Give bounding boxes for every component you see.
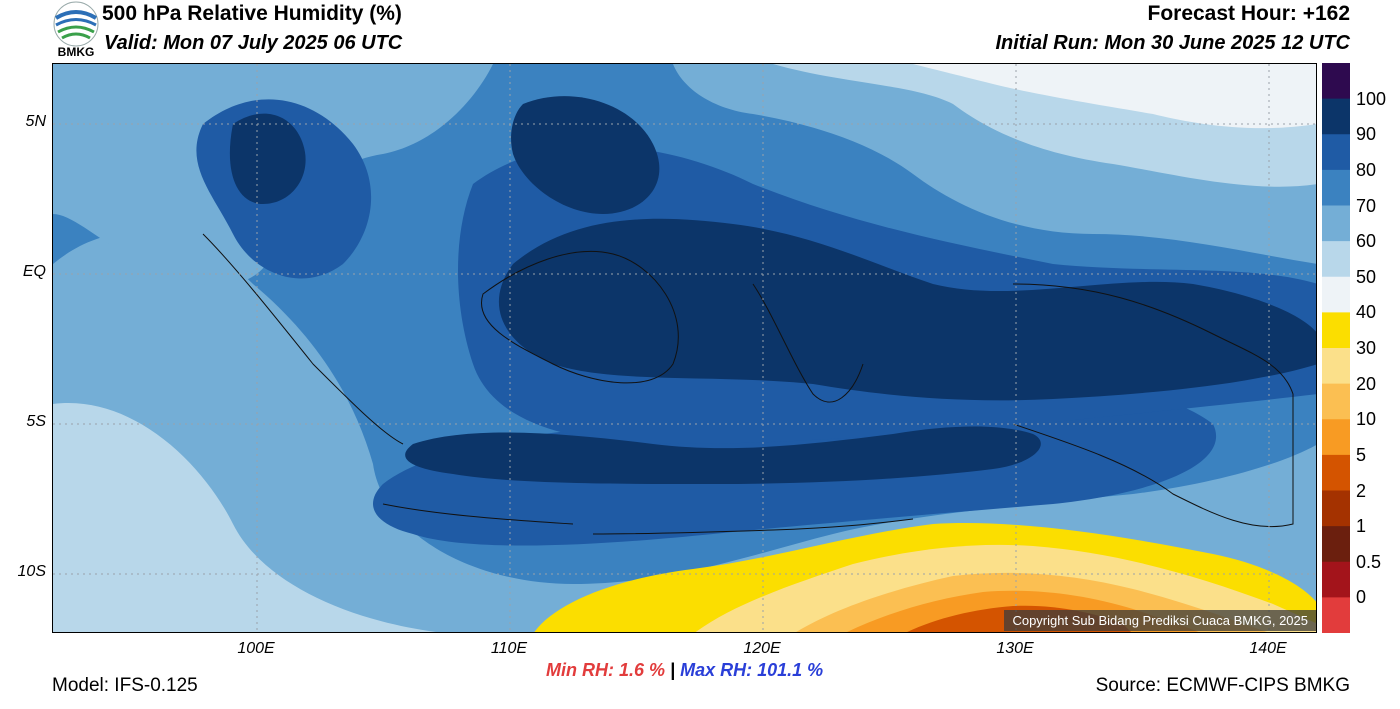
- colorbar-swatches: [1322, 63, 1350, 634]
- colorbar-label: 50: [1356, 266, 1377, 287]
- colorbar-swatch: [1322, 169, 1350, 207]
- lat-label-10s: 10S: [17, 563, 46, 580]
- humidity-field: [53, 64, 1316, 632]
- colorbar-swatch: [1322, 348, 1350, 385]
- colorbar-swatch: [1322, 276, 1350, 313]
- lon-label-120e: 120E: [743, 640, 781, 657]
- lon-label-100e: 100E: [237, 640, 275, 657]
- lat-label-5n: 5N: [25, 113, 46, 130]
- colorbar-label: 90: [1356, 124, 1377, 145]
- colorbar-label: 40: [1356, 302, 1377, 323]
- source-info: Source: ECMWF-CIPS BMKG: [1095, 675, 1350, 696]
- lon-label-140e: 140E: [1249, 640, 1287, 657]
- initial-run: Initial Run: Mon 30 June 2025 12 UTC: [995, 32, 1350, 54]
- lat-label-eq: EQ: [22, 263, 46, 280]
- lat-label-5s: 5S: [26, 413, 46, 430]
- colorbar-label: 100: [1356, 88, 1387, 109]
- colorbar-swatch: [1322, 419, 1350, 456]
- colorbar-swatch: [1322, 134, 1350, 171]
- colorbar: [1322, 63, 1350, 634]
- lon-label-110e: 110E: [490, 640, 528, 657]
- colorbar-label: 20: [1356, 373, 1377, 394]
- colorbar-swatch: [1322, 597, 1350, 634]
- colorbar-label: 1: [1356, 516, 1367, 537]
- colorbar-swatch: [1322, 241, 1350, 278]
- lon-label-130e: 130E: [996, 640, 1034, 657]
- colorbar-swatch: [1322, 205, 1350, 242]
- colorbar-swatch: [1322, 561, 1350, 598]
- colorbar-label: 80: [1356, 159, 1377, 180]
- model-info: Model: IFS-0.125: [52, 675, 198, 696]
- bmkg-logo: BMKG: [52, 0, 100, 60]
- colorbar-swatch: [1322, 383, 1350, 420]
- map-title: 500 hPa Relative Humidity (%): [102, 2, 402, 25]
- rh-stats: Min RH: 1.6 % | Max RH: 101.1 %: [546, 660, 823, 681]
- colorbar-label: 0.5: [1356, 551, 1382, 572]
- forecast-hour: Forecast Hour: +162: [1147, 2, 1351, 25]
- min-rh: Min RH: 1.6 %: [546, 660, 666, 680]
- colorbar-swatch: [1322, 63, 1350, 100]
- colorbar-label: 2: [1356, 480, 1367, 501]
- copyright-notice: Copyright Sub Bidang Prediksi Cuaca BMKG…: [1004, 610, 1316, 631]
- colorbar-swatch: [1322, 454, 1350, 492]
- colorbar-label: 30: [1356, 338, 1377, 358]
- max-rh: Max RH: 101.1 %: [680, 660, 824, 680]
- valid-time: Valid: Mon 07 July 2025 06 UTC: [104, 32, 403, 54]
- colorbar-label: 60: [1356, 231, 1377, 252]
- colorbar-swatch: [1322, 98, 1350, 135]
- colorbar-label: 0: [1356, 587, 1367, 608]
- colorbar-swatch: [1322, 312, 1350, 349]
- colorbar-label: 5: [1356, 444, 1367, 465]
- humidity-map: [52, 63, 1317, 633]
- colorbar-label: 10: [1356, 409, 1377, 430]
- bmkg-logo-icon: [53, 1, 99, 47]
- colorbar-label: 70: [1356, 195, 1377, 216]
- colorbar-swatch: [1322, 490, 1350, 527]
- colorbar-swatch: [1322, 526, 1350, 563]
- stats-separator: |: [670, 660, 676, 680]
- logo-text: BMKG: [57, 45, 95, 59]
